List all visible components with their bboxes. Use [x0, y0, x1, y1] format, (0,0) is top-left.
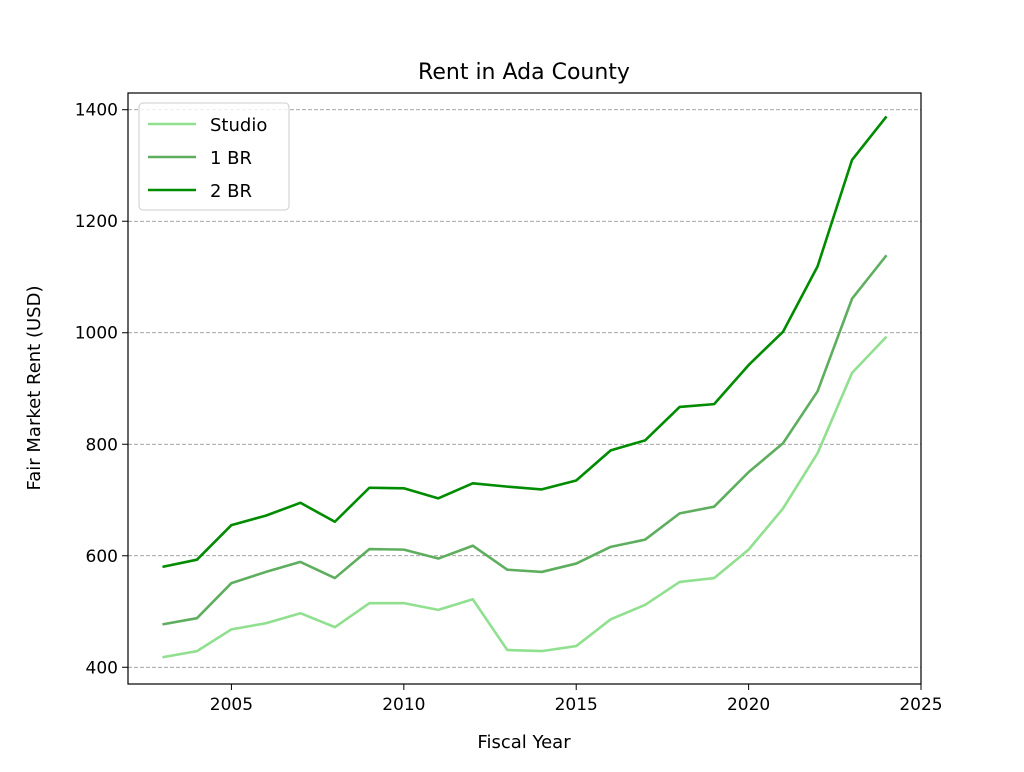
series-line-2-br	[162, 115, 888, 569]
x-tick-label: 2005	[210, 695, 253, 715]
chart-title: Rent in Ada County	[418, 60, 630, 85]
y-tick-label: 1400	[75, 101, 118, 121]
x-axis-label: Fiscal Year	[477, 732, 571, 753]
x-tick-label: 2020	[727, 695, 770, 715]
legend-label: Studio	[210, 115, 267, 136]
y-axis-label: Fair Market Rent (USD)	[24, 286, 45, 491]
plot-frame	[127, 92, 922, 685]
series-line-1-br	[162, 254, 888, 626]
y-tick-label: 1200	[75, 212, 118, 232]
legend-label: 2 BR	[210, 181, 252, 202]
legend: Studio 1 BR 2 BR	[138, 102, 290, 211]
legend-label: 1 BR	[210, 148, 252, 169]
y-tick-label: 800	[86, 435, 118, 455]
x-tick-label: 2015	[555, 695, 598, 715]
y-tick-label: 400	[86, 658, 118, 678]
y-tick-label: 1000	[75, 324, 118, 344]
legend-frame	[138, 102, 290, 211]
y-tick-label: 600	[86, 547, 118, 567]
x-tick-label: 2010	[382, 695, 425, 715]
series-line-studio	[162, 335, 888, 659]
x-tick-label: 2025	[899, 695, 942, 715]
